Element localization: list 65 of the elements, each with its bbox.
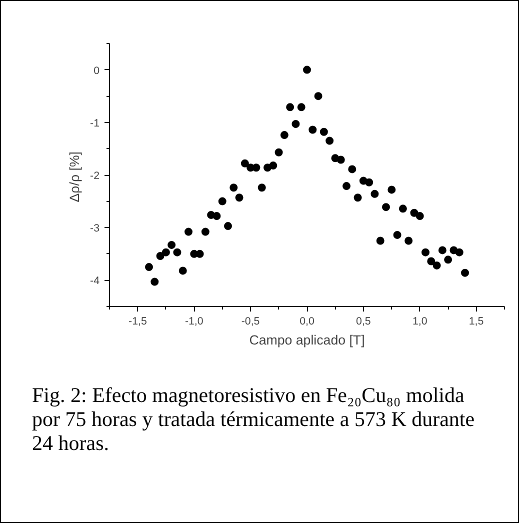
- point: [326, 136, 334, 145]
- point: [173, 248, 182, 256]
- x-tick-label: 0,5: [356, 316, 371, 328]
- x-tick-label: 1,5: [468, 316, 484, 328]
- point: [303, 66, 311, 74]
- point: [235, 194, 244, 202]
- point: [224, 222, 232, 230]
- x-tick-label: -0,5: [241, 316, 260, 328]
- point: [168, 240, 176, 249]
- x-tick-label: -1,5: [128, 316, 147, 328]
- point: [240, 159, 249, 168]
- point: [314, 92, 322, 100]
- point: [388, 186, 396, 194]
- point: [336, 156, 345, 164]
- point: [162, 248, 170, 256]
- x-tick-label: -1,0: [184, 316, 204, 328]
- point: [280, 131, 288, 140]
- point: [438, 246, 446, 254]
- y-tick-label: -1: [90, 117, 100, 130]
- point: [269, 162, 278, 170]
- point: [178, 266, 187, 275]
- point: [410, 208, 418, 217]
- point: [416, 212, 424, 220]
- point: [145, 263, 153, 272]
- point: [365, 178, 374, 186]
- point: [297, 103, 306, 112]
- point: [196, 250, 204, 258]
- point: [150, 278, 159, 286]
- point: [286, 103, 294, 112]
- point: [422, 248, 430, 256]
- point: [258, 184, 266, 192]
- point: [252, 164, 260, 172]
- point: [370, 190, 379, 198]
- point: [156, 252, 164, 260]
- point: [212, 212, 221, 220]
- y-tick-label: -2: [90, 170, 100, 182]
- x-tick-label: 1,0: [412, 316, 428, 328]
- point: [393, 230, 402, 239]
- point: [427, 257, 436, 266]
- x-axis-title: Campo aplicado [T]: [249, 332, 365, 348]
- point: [308, 126, 317, 134]
- y-tick-label: -3: [90, 222, 100, 235]
- point: [455, 248, 464, 256]
- point: [320, 128, 328, 136]
- point: [404, 236, 413, 245]
- y-axis-title: Δρ/ρ [%]: [67, 151, 82, 202]
- point: [398, 204, 407, 213]
- point: [444, 256, 452, 264]
- point: [376, 236, 384, 245]
- point: [184, 228, 192, 236]
- caption: Fig. 2: Efecto magnetoresistivo en Fe₂₀Cu₈₀ molida por 75 horas y tratada térmicamente a 573 K durante 24 horas.: [32, 383, 476, 456]
- point: [292, 120, 300, 128]
- point: [348, 165, 356, 174]
- point: [218, 197, 226, 206]
- point: [342, 182, 350, 190]
- point: [230, 184, 238, 192]
- y-tick-label: -4: [90, 275, 100, 288]
- point: [201, 228, 210, 236]
- point: [274, 148, 283, 156]
- x-tick-label: 0,0: [300, 316, 314, 328]
- point: [382, 203, 390, 212]
- point: [354, 194, 362, 202]
- point: [432, 261, 441, 270]
- y-tick-label: 0: [94, 64, 100, 77]
- point: [461, 268, 469, 277]
